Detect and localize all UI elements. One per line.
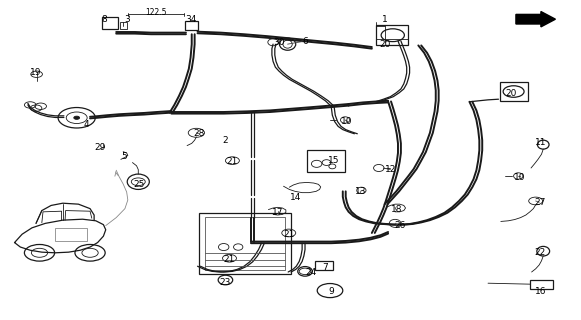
Bar [500,82,528,101]
Text: 18: 18 [390,205,402,214]
Text: FR.: FR. [517,14,536,24]
Circle shape [74,116,80,119]
Bar [55,228,87,241]
Text: 7: 7 [322,263,328,272]
Text: 12: 12 [385,165,396,174]
Bar [120,22,127,29]
Bar [530,280,553,289]
Text: 27: 27 [535,198,546,207]
Text: 9: 9 [328,287,334,296]
Text: 21: 21 [224,255,235,264]
Text: 23: 23 [220,278,231,287]
Text: 22: 22 [535,248,546,257]
Bar [199,213,290,274]
Text: 19: 19 [30,68,42,76]
Text: 30: 30 [273,38,285,47]
Text: 10: 10 [341,117,353,126]
Bar [307,150,345,172]
Text: 26: 26 [394,221,406,230]
Text: 17: 17 [272,208,284,217]
Bar [205,217,285,270]
Text: 1: 1 [382,15,388,24]
Text: 29: 29 [95,143,106,152]
Text: 10: 10 [514,173,526,182]
Text: 21: 21 [227,157,238,166]
Text: 20: 20 [505,89,517,98]
Text: 122.5: 122.5 [145,8,167,17]
Text: 16: 16 [535,287,546,296]
Bar [315,261,333,270]
Bar [376,25,408,45]
Text: 24: 24 [306,268,317,277]
Text: 6: 6 [302,37,308,46]
Text: 15: 15 [328,156,340,165]
Text: 8: 8 [102,15,107,24]
Bar [102,17,118,29]
Text: 14: 14 [289,193,301,202]
Text: 2: 2 [223,136,228,145]
Text: 11: 11 [535,138,546,147]
Text: 28: 28 [193,129,205,138]
Text: 3: 3 [124,15,130,24]
FancyArrow shape [516,12,555,27]
Text: 21: 21 [283,230,295,239]
Text: 5: 5 [121,152,127,161]
Text: 20: 20 [379,40,390,49]
Text: 4: 4 [83,120,89,129]
Text: 34: 34 [185,15,196,24]
Text: 25: 25 [134,180,145,188]
Text: 13: 13 [354,188,366,196]
Bar [185,21,198,30]
